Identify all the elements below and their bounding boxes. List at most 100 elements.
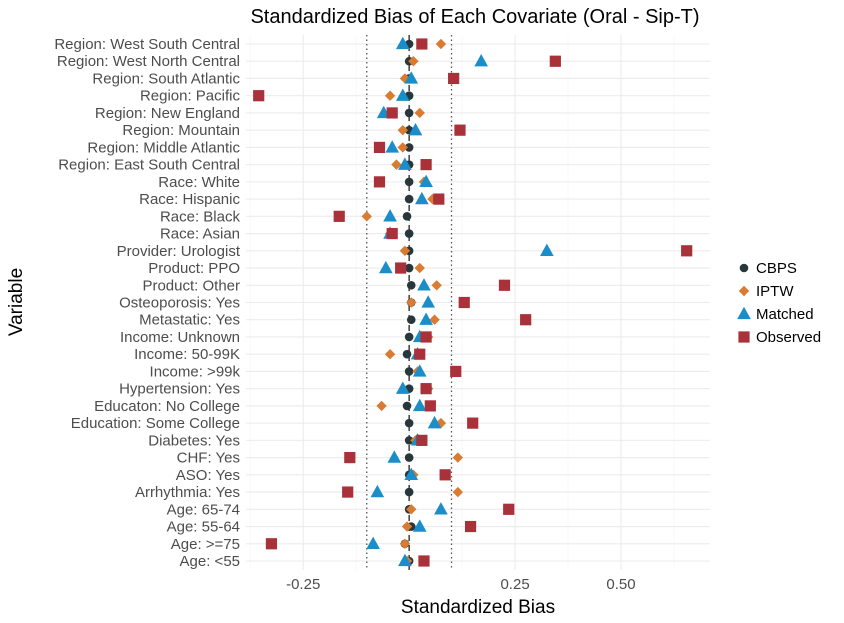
point-observed <box>448 72 460 85</box>
point-matched <box>434 502 448 515</box>
y-tick-label: ASO: Yes <box>176 467 240 484</box>
point-iptw <box>376 400 387 412</box>
y-tick-label: Hypertension: Yes <box>119 381 240 398</box>
y-tick-label: Arrhythmia: Yes <box>135 484 240 501</box>
point-iptw <box>384 90 396 101</box>
y-tick-label: Region: West South Central <box>54 36 240 53</box>
point-cbps <box>404 108 414 118</box>
y-tick-label: Race: Asian <box>160 226 240 243</box>
point-matched <box>378 260 393 274</box>
legend-label-cbps: CBPS <box>756 260 797 277</box>
point-observed <box>414 348 426 360</box>
point-matched <box>474 54 489 67</box>
y-tick-label: Product: Other <box>142 277 240 294</box>
legend-key-observed <box>738 331 750 343</box>
point-observed <box>416 434 428 446</box>
point-matched <box>412 398 427 412</box>
point-cbps <box>402 212 412 221</box>
point-matched <box>540 243 554 256</box>
point-iptw <box>452 452 464 463</box>
point-observed <box>681 245 693 257</box>
point-observed <box>386 107 398 119</box>
point-matched <box>404 467 419 481</box>
point-cbps <box>404 332 414 342</box>
y-tick-label: Osteoporosis: Yes <box>119 295 240 312</box>
data-points <box>253 36 693 567</box>
point-matched <box>421 295 436 308</box>
y-tick-label: Diabetes: Yes <box>148 432 240 449</box>
y-tick-label: Region: Mountain <box>122 122 240 139</box>
y-tick-label: Race: White <box>158 174 240 191</box>
point-matched <box>415 191 429 205</box>
point-iptw <box>401 521 413 532</box>
x-tick-label: -0.25 <box>286 576 320 593</box>
point-observed <box>265 538 278 550</box>
y-tick-label: Income: 50-99K <box>134 346 240 363</box>
point-iptw <box>414 262 425 274</box>
point-matched <box>395 381 410 394</box>
point-observed <box>464 520 477 533</box>
series-matched <box>366 36 554 567</box>
legend-label-observed: Observed <box>756 329 821 346</box>
point-iptw <box>431 280 442 291</box>
point-cbps <box>404 418 414 428</box>
point-observed <box>450 365 462 378</box>
point-matched <box>412 519 427 532</box>
point-cbps <box>402 401 412 411</box>
point-cbps <box>404 194 414 204</box>
point-observed <box>424 400 436 412</box>
y-tick-label: Product: PPO <box>148 260 240 277</box>
y-tick-label: Race: Hispanic <box>139 191 240 208</box>
point-matched <box>398 553 412 567</box>
point-observed <box>344 452 356 464</box>
y-tick-label: Region: Middle Atlantic <box>87 139 240 156</box>
point-cbps <box>404 263 414 273</box>
point-iptw <box>399 538 411 549</box>
y-tick-label: Region: Pacific <box>140 88 241 105</box>
point-observed <box>439 469 451 481</box>
y-axis-title: Variable <box>6 268 27 336</box>
y-tick-label: Region: South Atlantic <box>92 70 240 87</box>
y-tick-label: Age: 55-64 <box>167 519 240 536</box>
y-tick-label: Age: 65-74 <box>167 501 240 518</box>
chart-title: Standardized Bias of Each Covariate (Ora… <box>250 6 699 28</box>
point-observed <box>416 38 428 50</box>
point-cbps <box>404 229 414 238</box>
point-matched <box>419 174 433 188</box>
y-tick-label: CHF: Yes <box>177 450 240 467</box>
point-iptw <box>406 504 417 515</box>
point-matched <box>366 536 380 549</box>
point-matched <box>417 278 431 291</box>
point-iptw <box>435 38 447 50</box>
point-observed <box>373 141 386 153</box>
x-tick-label: 0.25 <box>500 576 529 593</box>
point-cbps <box>404 487 414 497</box>
point-matched <box>395 36 410 50</box>
point-matched <box>398 157 412 170</box>
point-cbps <box>404 367 414 376</box>
point-iptw <box>406 297 417 308</box>
point-observed <box>458 296 470 309</box>
point-iptw <box>429 314 440 325</box>
point-iptw <box>408 56 419 67</box>
point-matched <box>419 312 433 325</box>
legend-key-iptw <box>738 285 750 297</box>
point-iptw <box>414 107 425 119</box>
point-iptw <box>397 124 408 136</box>
point-cbps <box>404 436 414 445</box>
y-tick-label: Income: Unknown <box>120 329 240 346</box>
point-observed <box>333 210 345 222</box>
y-tick-label: Age: >=75 <box>171 536 240 553</box>
y-tick-label: Metastatic: Yes <box>139 312 240 329</box>
point-matched <box>412 364 427 377</box>
legend: CBPS IPTW Matched Observed <box>737 260 821 346</box>
point-matched <box>370 484 385 498</box>
x-axis-tick-labels: -0.25 0.25 0.50 <box>286 576 636 593</box>
y-tick-label: Income: >99k <box>150 363 241 380</box>
point-observed <box>342 486 354 498</box>
point-observed <box>549 55 561 67</box>
plot-grid <box>246 35 710 570</box>
point-observed <box>418 555 430 567</box>
